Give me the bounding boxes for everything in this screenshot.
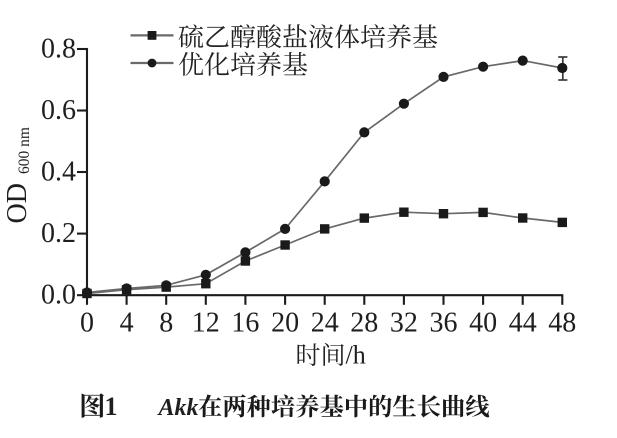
svg-text:0.2: 0.2 [41,218,76,249]
svg-text:48: 48 [548,307,576,338]
svg-text:8: 8 [159,307,173,338]
svg-text:0.4: 0.4 [41,157,76,188]
svg-text:24: 24 [311,307,339,338]
svg-text:Akk: Akk [157,395,199,421]
svg-text:28: 28 [350,307,378,338]
svg-text:32: 32 [390,307,418,338]
svg-text:0.6: 0.6 [41,95,76,126]
svg-text:12: 12 [192,307,220,338]
svg-text:0.8: 0.8 [41,34,76,65]
svg-text:/h: /h [346,341,366,370]
svg-text:4: 4 [120,307,134,338]
svg-text:1: 1 [105,392,118,421]
svg-text:0.0: 0.0 [41,280,76,311]
svg-text:40: 40 [469,307,497,338]
svg-text:20: 20 [271,307,299,338]
svg-text:44: 44 [509,307,537,338]
svg-text:16: 16 [231,307,259,338]
svg-text:0: 0 [80,307,94,338]
svg-text:36: 36 [430,307,458,338]
